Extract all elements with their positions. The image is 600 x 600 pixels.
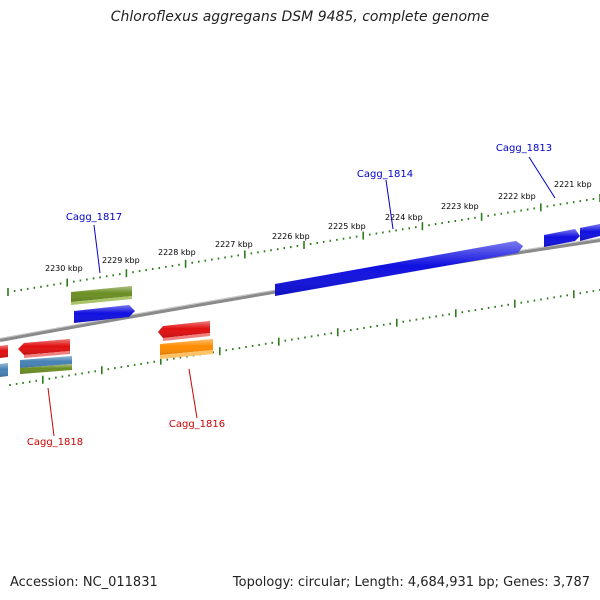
scale-label: 2222 kbp [498, 192, 536, 201]
gene-label-cagg-1817[interactable]: Cagg_1817 [66, 212, 122, 223]
map-title: Chloroflexus aggregans DSM 9485, complet… [110, 9, 490, 25]
steelblue-gene-edge[interactable] [0, 363, 8, 377]
cagg-1813-gene[interactable] [544, 229, 580, 247]
outer-tick-row [7, 194, 600, 296]
topology-text: Topology: circular; Length: 4,684,931 bp… [232, 575, 590, 590]
cagg-1818-connector [47, 387, 55, 437]
cagg-1816-connector [188, 368, 198, 419]
gene-labels: Cagg_1817 Cagg_1814 Cagg_1813 Cagg_1818 … [27, 143, 552, 448]
gene-label-cagg-1816[interactable]: Cagg_1816 [169, 419, 225, 430]
label-connectors [47, 156, 556, 437]
cagg-1814-connector [385, 179, 394, 230]
scale-label: 2223 kbp [441, 202, 479, 211]
cagg-1813-connector [528, 156, 556, 199]
scale-label: 2226 kbp [272, 232, 310, 241]
olive-gene-c[interactable] [20, 364, 72, 374]
gene-label-cagg-1814[interactable]: Cagg_1814 [357, 169, 413, 180]
cagg-1817-connector [93, 224, 101, 274]
blue-gene-a[interactable] [74, 305, 135, 323]
cagg-1816-gene[interactable] [160, 339, 213, 359]
scale-label: 2221 kbp [554, 180, 592, 189]
cagg-1817-gene[interactable] [71, 286, 132, 305]
inner-tick-row [9, 289, 600, 386]
red-gene-b[interactable] [18, 339, 70, 358]
gene-label-cagg-1813[interactable]: Cagg_1813 [496, 143, 552, 154]
red-gene-edge[interactable] [0, 345, 8, 358]
cagg-1814-gene[interactable] [275, 241, 523, 296]
scale-label: 2227 kbp [215, 240, 253, 249]
scale-label: 2224 kbp [385, 213, 423, 222]
scale-label: 2228 kbp [158, 248, 196, 257]
scale-label: 2230 kbp [45, 264, 83, 273]
scale-label: 2225 kbp [328, 222, 366, 231]
accession-text: Accession: NC_011831 [10, 575, 158, 590]
scale-label: 2229 kbp [102, 256, 140, 265]
gene-label-cagg-1818[interactable]: Cagg_1818 [27, 437, 83, 448]
red-gene-d[interactable] [158, 321, 210, 341]
scale-labels: 2230 kbp 2229 kbp 2228 kbp 2227 kbp 2226… [45, 180, 592, 273]
blue-gene-edge[interactable] [580, 224, 600, 241]
